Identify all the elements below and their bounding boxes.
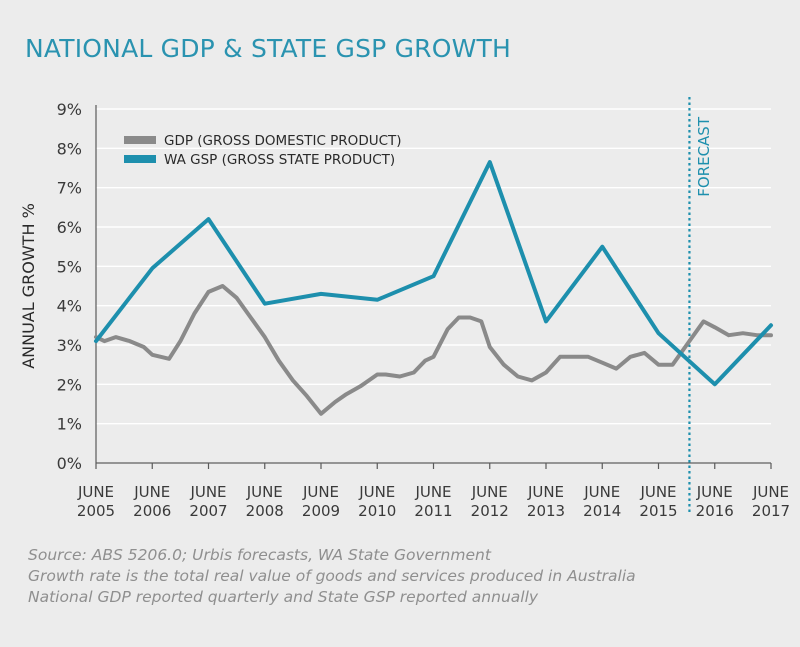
axis-labels: 0% 1% 2% 3% 4% 5% 6% 7% 8% 9% JUNE 2005 JUNE 2006 JUNE… (19, 100, 790, 520)
y-tick-label: 3% (57, 336, 82, 355)
series-lines (94, 160, 773, 416)
grid-lines (96, 108, 771, 464)
note-line: National GDP reported quarterly and Stat… (28, 588, 539, 606)
y-tick-label: 6% (57, 218, 82, 237)
y-tick-label: 8% (57, 139, 82, 158)
forecast-label: FORECAST (695, 116, 713, 197)
x-tick-label: JUNE 2013 (527, 483, 565, 520)
y-tick-label: 7% (57, 179, 82, 198)
y-tick-label: 2% (57, 375, 82, 394)
axes (95, 97, 772, 513)
y-tick-label: 4% (57, 297, 82, 316)
x-tick-label: JUNE 2005 (77, 483, 115, 520)
x-tick-label: JUNE 2017 (752, 483, 790, 520)
y-tick-label: 9% (57, 100, 82, 119)
x-tick-label: JUNE 2007 (189, 483, 227, 520)
note-line: Growth rate is the total real value of g… (28, 567, 636, 585)
source-notes: Source: ABS 5206.0; Urbis forecasts, WA … (28, 545, 636, 608)
x-tick-label: JUNE 2006 (133, 483, 171, 520)
y-tick-label: 0% (57, 454, 82, 473)
x-tick-label: JUNE 2009 (302, 483, 340, 520)
legend: GDP (GROSS DOMESTIC PRODUCT) WA GSP (GROS… (124, 133, 402, 168)
x-tick-label: JUNE 2015 (639, 483, 677, 520)
line-chart: GDP (GROSS DOMESTIC PRODUCT) WA GSP (GROS… (19, 97, 790, 520)
chart-title: NATIONAL GDP & STATE GSP GROWTH (25, 34, 511, 63)
legend-label: WA GSP (GROSS STATE PRODUCT) (164, 152, 395, 168)
legend-swatch (124, 155, 156, 163)
wa-gsp-series-line (94, 160, 773, 387)
x-tick-label: JUNE 2016 (696, 483, 734, 520)
x-tick-label: JUNE 2012 (471, 483, 509, 520)
y-tick-label: 1% (57, 415, 82, 434)
x-tick-label: JUNE 2014 (583, 483, 621, 520)
y-axis-label: ANNUAL GROWTH % (19, 203, 38, 369)
y-tick-label: 5% (57, 257, 82, 276)
gdp-series-line (94, 284, 773, 416)
x-tick-label: JUNE 2008 (246, 483, 284, 520)
x-tick-label: JUNE 2010 (358, 483, 396, 520)
legend-label: GDP (GROSS DOMESTIC PRODUCT) (164, 133, 402, 149)
note-line: Source: ABS 5206.0; Urbis forecasts, WA … (28, 546, 491, 564)
x-tick-label: JUNE 2011 (414, 483, 452, 520)
legend-swatch (124, 136, 156, 144)
